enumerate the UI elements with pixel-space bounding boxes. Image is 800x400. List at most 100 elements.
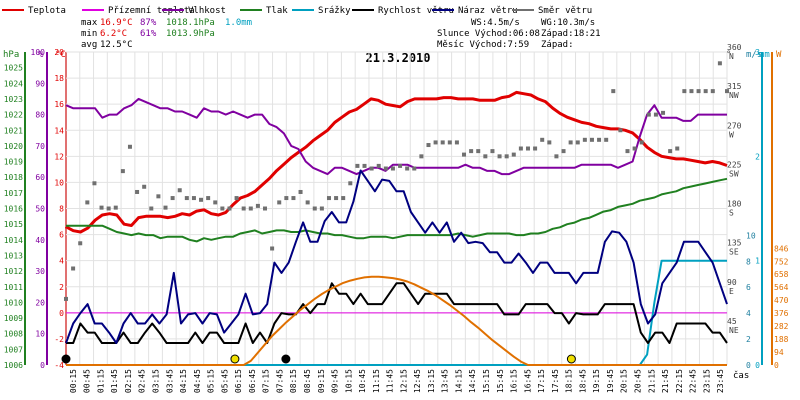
axis-direction-name: NW — [729, 91, 739, 100]
axis-direction-tick: 90 — [727, 278, 737, 287]
x-tick-label: 09:45 — [331, 369, 340, 393]
x-tick-label: 20:45 — [633, 369, 642, 393]
x-tick-label: 17:45 — [551, 369, 560, 393]
series-tlak — [66, 177, 728, 243]
x-tick-label: 13:15 — [427, 369, 436, 393]
series-teplota — [65, 90, 728, 234]
axis-hpa-tick: 1023 — [4, 95, 23, 104]
point-smer-vetru — [99, 205, 104, 210]
x-tick-label: 05:15 — [207, 369, 216, 393]
axis-hpa-tick: 1022 — [4, 111, 23, 120]
chart-title: 21.3.2010 — [365, 51, 430, 65]
axis-percent-tick: 80 — [35, 111, 45, 120]
axis-hpa-tick: 1009 — [4, 314, 23, 323]
sun-set: Západ:18:21 — [541, 29, 601, 39]
point-smer-vetru — [284, 196, 289, 201]
stats-max-hum: 87% — [140, 18, 157, 28]
axis-direction-tick: 225 — [727, 160, 742, 169]
axis-ms-tick: 0 — [746, 361, 751, 370]
axis-wm2-label: W — [776, 50, 782, 60]
marker-moonrise — [281, 354, 291, 364]
x-tick-label: 14:15 — [454, 369, 463, 393]
point-smer-vetru — [227, 206, 232, 211]
x-tick-label: 06:45 — [248, 369, 257, 393]
x-tick-label: 21:15 — [647, 369, 656, 393]
x-tick-label: 09:15 — [317, 369, 326, 393]
axis-hpa-tick: 1012 — [4, 267, 23, 276]
axis-hpa-tick: 1007 — [4, 345, 23, 354]
point-smer-vetru — [348, 181, 353, 186]
point-smer-vetru — [646, 112, 651, 117]
point-smer-vetru — [277, 200, 282, 205]
point-smer-vetru — [447, 140, 452, 145]
point-smer-vetru — [319, 206, 324, 211]
point-smer-vetru — [163, 205, 168, 210]
axis-wm2-tick: 470 — [774, 296, 789, 305]
axis-hpa-tick: 1017 — [4, 189, 23, 198]
point-smer-vetru — [497, 154, 502, 159]
x-tick-label: 18:45 — [578, 369, 587, 393]
point-smer-vetru — [703, 89, 708, 94]
axis-percent-tick: 30 — [35, 267, 45, 276]
x-tick-label: 22:45 — [689, 369, 698, 393]
x-tick-label: 21:45 — [661, 369, 670, 393]
point-smer-vetru — [199, 197, 204, 202]
point-smer-vetru — [639, 140, 644, 145]
axis-wm2-tick: 564 — [774, 283, 789, 292]
x-tick-label: 15:45 — [496, 369, 505, 393]
x-tick-label: 03:45 — [165, 369, 174, 393]
point-smer-vetru — [618, 128, 623, 133]
x-tick-label: 23:15 — [702, 369, 711, 393]
x-tick-label: 01:15 — [96, 369, 105, 393]
point-smer-vetru — [540, 137, 545, 142]
x-tick-label: 15:15 — [482, 369, 491, 393]
point-smer-vetru — [149, 206, 154, 211]
legend-label-5: Rychlost větru — [378, 6, 454, 16]
point-smer-vetru — [575, 140, 580, 145]
point-smer-vetru — [462, 152, 467, 157]
axis-mm-tick: 0 — [755, 361, 760, 370]
axis-direction-tick: 180 — [727, 200, 742, 209]
point-smer-vetru — [376, 163, 381, 168]
marker-sunset — [566, 354, 576, 364]
axis-celsius-tick: 10 — [54, 178, 64, 187]
point-smer-vetru — [412, 166, 417, 171]
point-smer-vetru — [78, 241, 83, 246]
point-smer-vetru — [632, 146, 637, 151]
stats-max-press: 1018.1hPa — [166, 18, 215, 28]
stats-max-temp: 16.9°C — [100, 18, 133, 28]
marker-moon-start — [61, 354, 71, 364]
axis-celsius-tick: 12 — [54, 152, 64, 161]
axis-celsius-label: °C — [55, 50, 66, 60]
point-smer-vetru — [661, 110, 666, 115]
axis-direction-name: E — [729, 287, 734, 296]
axis-hpa-tick: 1006 — [4, 361, 23, 370]
point-smer-vetru — [611, 89, 616, 94]
x-tick-label: 23:45 — [716, 369, 725, 393]
point-smer-vetru — [355, 163, 360, 168]
point-smer-vetru — [675, 146, 680, 151]
point-smer-vetru — [369, 166, 374, 171]
axis-wm2-tick: 846 — [774, 244, 789, 253]
x-tick-label: 00:45 — [83, 369, 92, 393]
wind-ws: WS:4.5m/s — [471, 18, 520, 28]
axis-direction-tick: 135 — [727, 239, 742, 248]
axis-percent-tick: 50 — [35, 205, 45, 214]
axes: hPa1006100710081009101010111012101310141… — [3, 43, 789, 370]
point-smer-vetru — [454, 140, 459, 145]
axis-celsius-tick: -2 — [54, 335, 64, 344]
x-tick-label: 12:15 — [399, 369, 408, 393]
axis-ms-label: m/s — [746, 50, 762, 60]
point-smer-vetru — [398, 163, 403, 168]
axis-wm2-tick: 752 — [774, 257, 789, 266]
axis-ms-tick: 8 — [746, 257, 751, 266]
x-tick-label: 13:45 — [441, 369, 450, 393]
point-smer-vetru — [184, 196, 189, 201]
point-smer-vetru — [589, 137, 594, 142]
axis-percent-tick: 100 — [31, 48, 46, 57]
point-smer-vetru — [717, 61, 722, 66]
series — [64, 61, 729, 366]
axis-celsius-tick: -4 — [54, 361, 64, 370]
